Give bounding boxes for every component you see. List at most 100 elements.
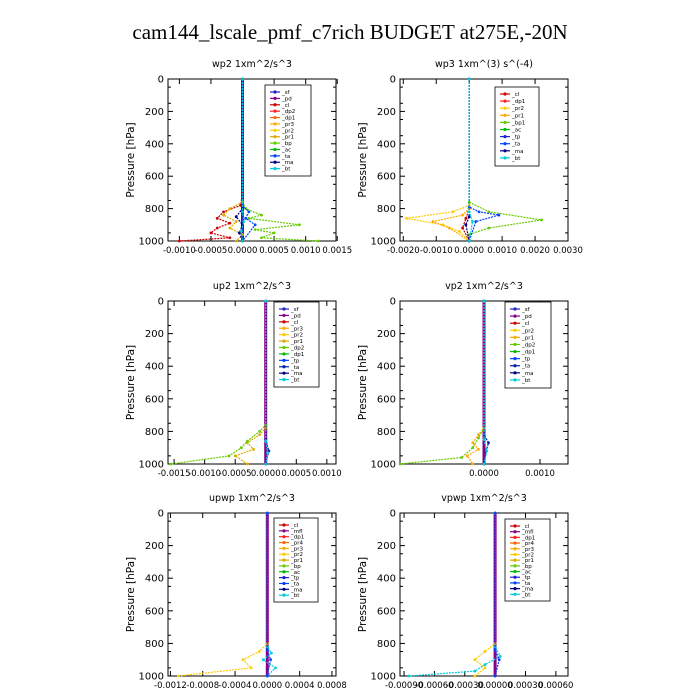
y-tick-label: 0 (390, 297, 396, 308)
legend: _sf_pd_cl_pr3_pr2_pr1_dp2_dp1_tp_ta_ma_b… (273, 301, 320, 388)
legend-marker (273, 115, 277, 120)
panel-title: vp2 1xm^2/s^3 (445, 281, 523, 292)
series-point-pr1 (222, 213, 225, 217)
series-point-bt (485, 449, 489, 453)
x-tick-label: -0.0008 (186, 681, 219, 691)
series-point-bp1 (540, 218, 544, 222)
series-point-ta (497, 658, 501, 662)
y-tick-label: 0 (158, 509, 164, 520)
series-point-ta (265, 648, 269, 652)
legend-label: _pr1 (281, 135, 294, 141)
legend-marker (503, 127, 507, 132)
legend-marker (513, 581, 517, 585)
legend-marker (273, 147, 277, 152)
legend-marker (282, 587, 286, 591)
y-tick-label: 200 (145, 329, 164, 340)
x-tick-label: -0.0015 (158, 469, 191, 479)
series-point-bt (266, 451, 269, 454)
legend-label: _mfl (521, 530, 534, 536)
series-point-cl (228, 221, 232, 225)
series-point-pr1 (431, 220, 435, 223)
legend-marker (513, 592, 517, 596)
legend-marker (503, 149, 507, 153)
series-point-ta (265, 674, 269, 678)
legend-label: _bp1 (511, 120, 525, 126)
y-axis-label: Pressure [hPa] (125, 345, 137, 420)
page-title: cam144_lscale_pmf_c7rich BUDGET at275E,-… (132, 20, 568, 44)
legend-label: _cl (290, 523, 299, 529)
legend-marker (282, 540, 286, 545)
panel-title: wp3 1xm^(3) s^(-4) (435, 59, 533, 70)
series-point-pr2 (249, 666, 253, 670)
series-point-bt (483, 663, 487, 666)
series-line-pr1 (466, 301, 485, 465)
series-point-bt (482, 299, 486, 303)
x-tick-label: 0.0004 (285, 681, 315, 691)
series-point-ta (497, 213, 501, 217)
series-point-dp2 (477, 436, 480, 440)
legend-label: _ma (290, 371, 302, 377)
y-tick-label: 600 (377, 394, 396, 405)
series-point-bp (253, 228, 257, 232)
legend-label: _mfl (290, 529, 303, 535)
x-tick-label: 0.00030 (508, 681, 543, 691)
series-point-mfl (493, 576, 497, 580)
legend-marker (282, 339, 286, 343)
legend-box (494, 86, 540, 167)
series-point-bt (473, 669, 477, 673)
series-point-pr1 (228, 207, 232, 211)
series-point-ma (464, 223, 468, 227)
series-point-ta (474, 220, 478, 223)
legend-label: _tp (511, 135, 521, 141)
legend: _cl_mfl_dp1_pr4_pr3_pr2_pr1_bp_ac_tp_ta_… (504, 518, 551, 602)
y-tick-label: 1000 (139, 460, 164, 471)
series-point-ta (265, 511, 269, 515)
series-point-ta (247, 210, 251, 214)
legend-label: _ta (281, 154, 290, 160)
legend-label: _pr2 (511, 106, 524, 112)
series-line-ta (494, 513, 500, 677)
series-point-pd (482, 364, 486, 368)
legend-marker (503, 135, 507, 139)
legend-marker (513, 364, 517, 368)
y-tick-label: 600 (145, 606, 164, 617)
y-axis-label: Pressure [hPa] (357, 557, 369, 632)
legend-marker (513, 530, 517, 534)
legend-marker (282, 558, 286, 562)
x-tick-label: 0.00060 (538, 681, 573, 691)
legend-marker (282, 345, 286, 350)
legend-marker (273, 128, 277, 132)
legend-label: _bp (521, 564, 532, 570)
y-tick-label: 800 (377, 204, 396, 215)
series-point-cl (215, 226, 219, 230)
legend-label: _pr3 (290, 326, 304, 332)
legend-marker (282, 546, 286, 550)
legend-label: _pr2 (521, 328, 534, 334)
legend-label: _dp1 (290, 352, 304, 358)
legend-label: _ta (290, 365, 299, 371)
y-tick-label: 600 (145, 394, 164, 405)
legend-label: _sf (521, 307, 531, 313)
series-point-bp1 (487, 226, 491, 230)
plot-frame (167, 300, 337, 465)
series-point-pr1 (461, 213, 464, 217)
series-point-dp2 (398, 462, 402, 466)
series-point-bt (467, 239, 471, 243)
legend-label: _ta (521, 364, 530, 370)
series-point-bt (264, 299, 268, 303)
legend-label: _tp (521, 357, 531, 363)
series-point-ma (467, 215, 471, 219)
series-point-pr2 (257, 650, 261, 653)
series-point-pr2 (483, 650, 487, 653)
panel-vpwp: vpwp 1xm^2/s^3 Pressure [hPa] 0 200 400 600 80… (357, 493, 573, 691)
y-tick-label: 1000 (371, 237, 396, 248)
series-point-pr1 (234, 239, 238, 243)
legend-label: _bt (290, 378, 300, 384)
legend-label: _ma (521, 371, 533, 377)
legend-label: _dp1 (521, 535, 535, 541)
y-axis-label: Pressure [hPa] (125, 557, 137, 632)
x-tick-label: 0.0008 (317, 681, 347, 691)
x-tick-label: 0.0000 (469, 469, 499, 479)
legend-marker (513, 569, 517, 574)
